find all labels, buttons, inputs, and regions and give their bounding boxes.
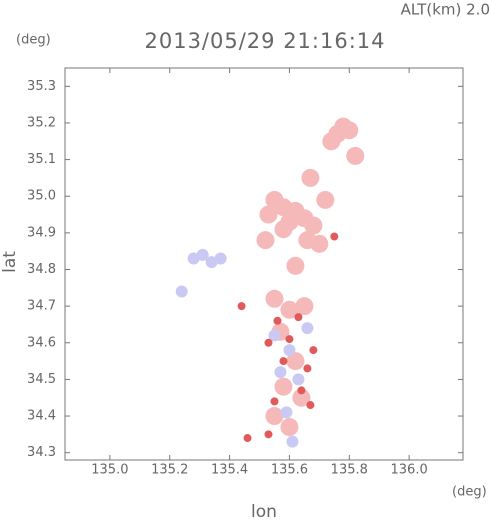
radar-echo <box>274 377 293 396</box>
radar-echo <box>274 366 287 379</box>
y-tick-label: 35.3 <box>27 79 56 94</box>
y-tick-label: 34.9 <box>27 225 56 240</box>
radar-echo <box>297 386 306 395</box>
y-tick-label: 34.6 <box>27 335 56 350</box>
radar-echo <box>301 322 314 335</box>
radar-echo <box>346 146 365 165</box>
x-tick-label: 135.0 <box>91 463 128 478</box>
y-tick-label: 34.7 <box>27 299 56 314</box>
y-unit: (deg) <box>16 33 51 48</box>
radar-echo <box>280 406 293 419</box>
radar-echo <box>265 407 284 426</box>
radar-echo <box>187 252 200 265</box>
subtitle: ALT(km) 2.0 <box>401 1 490 19</box>
y-tick-label: 34.4 <box>27 409 56 424</box>
y-tick-label: 34.8 <box>27 262 56 277</box>
x-tick-label: 135.8 <box>331 463 368 478</box>
radar-echo <box>274 220 293 239</box>
radar-echo <box>301 168 320 187</box>
radar-echo <box>295 297 314 316</box>
radar-echo <box>340 121 359 140</box>
radar-echo <box>280 418 299 437</box>
radar-echo <box>265 289 284 308</box>
radar-echo <box>196 248 209 261</box>
y-tick-label: 35.1 <box>27 152 56 167</box>
radar-echo <box>285 335 294 344</box>
radar-echo <box>273 316 282 325</box>
radar-echo <box>306 401 315 410</box>
radar-echo <box>279 357 288 366</box>
radar-echo <box>264 338 273 347</box>
radar-echo <box>175 285 188 298</box>
x-tick-label: 136.0 <box>391 463 428 478</box>
y-tick-label: 35.2 <box>27 115 56 130</box>
radar-echo <box>309 346 318 355</box>
radar-echo <box>205 256 218 269</box>
radar-echo <box>310 234 329 253</box>
y-axis-label: lat <box>0 251 20 273</box>
y-tick-label: 34.3 <box>27 445 56 460</box>
radar-echo <box>294 313 303 322</box>
radar-echo <box>264 430 273 439</box>
y-tick-label: 35.0 <box>27 189 56 204</box>
plot-frame <box>64 67 464 461</box>
radar-echo <box>280 300 299 319</box>
radar-echo <box>286 435 299 448</box>
x-tick-label: 135.4 <box>211 463 248 478</box>
radar-echo <box>259 205 278 224</box>
radar-echo <box>270 397 279 406</box>
radar-echo <box>322 132 341 151</box>
radar-echo <box>243 434 252 443</box>
radar-echo <box>303 364 312 373</box>
radar-echo <box>214 252 227 265</box>
radar-echo <box>268 329 281 342</box>
y-tick-label: 34.5 <box>27 372 56 387</box>
radar-echo <box>286 256 305 275</box>
radar-echo <box>330 232 339 241</box>
radar-echo <box>292 373 305 386</box>
radar-echo <box>286 352 305 371</box>
chart-title: 2013/05/29 21:16:14 <box>144 29 385 53</box>
radar-echo <box>283 344 296 357</box>
radar-echo <box>316 190 335 209</box>
radar-echo <box>304 216 323 235</box>
x-tick-label: 135.2 <box>151 463 188 478</box>
radar-echo <box>292 388 311 407</box>
x-axis-label: lon <box>251 502 277 521</box>
x-unit: (deg) <box>452 485 487 500</box>
x-tick-label: 135.6 <box>271 463 308 478</box>
radar-echo <box>237 302 246 311</box>
radar-echo <box>256 231 275 250</box>
